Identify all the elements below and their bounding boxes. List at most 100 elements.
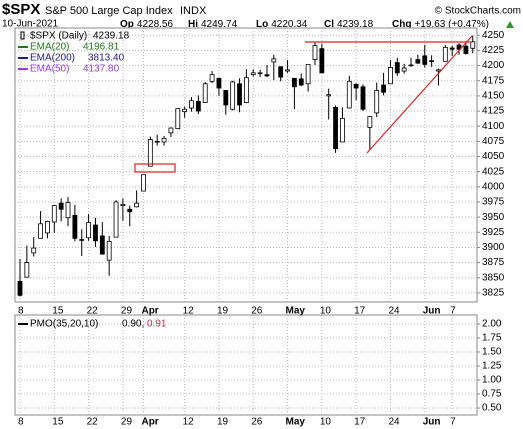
exchange: INDX bbox=[180, 5, 207, 17]
legend: PMO(35,20,10) 0.90, 0.91 bbox=[18, 319, 167, 330]
pmo-panel bbox=[14, 314, 478, 416]
y-tick-label: 3925 bbox=[482, 227, 505, 238]
x-tick-label: Apr bbox=[141, 417, 158, 428]
y-tick-label: 1.25 bbox=[482, 361, 502, 372]
x-tick-label: 8 bbox=[18, 306, 24, 317]
candle-body bbox=[388, 67, 393, 85]
x-tick-label: 7 bbox=[450, 306, 456, 317]
candle-body bbox=[271, 58, 277, 63]
quote-label: Cl bbox=[324, 19, 334, 30]
x-tick-label: Apr bbox=[141, 306, 158, 317]
candle-body bbox=[442, 46, 448, 62]
candle-body bbox=[319, 48, 325, 74]
y-tick-label: 4250 bbox=[482, 30, 505, 41]
y-tick-label: 2.00 bbox=[482, 319, 502, 330]
candle-body bbox=[106, 240, 112, 261]
candle-body bbox=[264, 74, 270, 77]
candle-body bbox=[360, 86, 366, 110]
y-tick-label: 0.75 bbox=[482, 389, 502, 400]
y-tick-label: 1.75 bbox=[482, 333, 502, 344]
quote-label: Op bbox=[120, 19, 134, 30]
candle-body bbox=[189, 100, 194, 109]
candle-body bbox=[195, 100, 201, 112]
candle-body bbox=[463, 45, 469, 54]
y-tick-label: 4150 bbox=[482, 91, 505, 102]
candle-body bbox=[120, 204, 126, 207]
legend-value: 4196.81 bbox=[83, 42, 120, 53]
source: © StockCharts.com bbox=[435, 6, 521, 17]
y-tick-label: 3900 bbox=[482, 242, 505, 253]
legend-label: $SPX (Daily) bbox=[30, 31, 87, 42]
candle-body bbox=[470, 41, 476, 49]
quote-item: Cl 4239.18 bbox=[324, 19, 374, 30]
x-tick-label: 19 bbox=[217, 417, 229, 428]
y-tick-label: 4175 bbox=[482, 75, 505, 86]
candle-body bbox=[93, 224, 98, 242]
legend-label: EMA(200) bbox=[30, 53, 75, 64]
symbol: $SPX bbox=[2, 1, 40, 18]
y-tick-label: 4000 bbox=[482, 181, 505, 192]
candle-body bbox=[456, 44, 462, 50]
y-tick-label: 4050 bbox=[482, 151, 505, 162]
candle-body bbox=[340, 117, 345, 143]
x-tick-label: 24 bbox=[388, 417, 400, 428]
y-tick-label: 4075 bbox=[482, 136, 505, 147]
x-tick-label: 12 bbox=[183, 417, 195, 428]
plot-area bbox=[17, 35, 476, 297]
legend-swatch bbox=[20, 31, 25, 40]
trend-line bbox=[366, 35, 473, 154]
quote-item: Hi 4249.74 bbox=[188, 19, 238, 30]
y-tick-label: 4025 bbox=[482, 166, 505, 177]
date: 10-Jun-2021 bbox=[2, 19, 59, 30]
candle-body bbox=[45, 220, 50, 234]
candle-body bbox=[243, 77, 249, 103]
gap-box bbox=[134, 163, 176, 173]
candle-body bbox=[312, 45, 318, 60]
candle-body bbox=[381, 84, 386, 93]
candle-body bbox=[168, 127, 174, 134]
legend: $SPX (Daily) 4239.18 EMA(20) 4196.81 EMA(200… bbox=[18, 31, 130, 75]
candle-body bbox=[353, 83, 359, 89]
quote-label: Chg bbox=[392, 19, 411, 30]
y-tick-label: 3950 bbox=[482, 212, 505, 223]
quote-label: Hi bbox=[188, 19, 198, 30]
quote-item: Lo 4220.34 bbox=[256, 19, 308, 30]
candle-body bbox=[408, 64, 414, 67]
quote-value: 4220.34 bbox=[271, 19, 308, 30]
candle-body bbox=[374, 90, 380, 114]
y-tick-label: 1.00 bbox=[482, 375, 502, 386]
candle-body bbox=[422, 55, 428, 65]
x-tick-label: 12 bbox=[183, 306, 195, 317]
legend-label: EMA(20) bbox=[30, 42, 69, 53]
candle-body bbox=[257, 72, 263, 75]
candle-body bbox=[436, 69, 441, 72]
candle-body bbox=[250, 72, 256, 76]
candle-body bbox=[147, 139, 153, 167]
candle-body bbox=[161, 137, 167, 143]
x-tick-label: 22 bbox=[87, 306, 99, 317]
quote-label: Lo bbox=[256, 19, 268, 30]
candle-body bbox=[175, 108, 181, 130]
candle-body bbox=[51, 205, 57, 223]
candle-body bbox=[202, 83, 208, 103]
x-tick-label: May bbox=[286, 417, 306, 428]
candle-body bbox=[305, 63, 311, 85]
candle-body bbox=[79, 239, 85, 241]
y-tick-label: 4200 bbox=[482, 60, 505, 71]
candle-body bbox=[24, 262, 30, 278]
candle-body bbox=[298, 78, 304, 86]
candle-body bbox=[333, 107, 338, 150]
legend-value: 4239.18 bbox=[93, 31, 130, 42]
quote-value: +19.63 (+0.47%) bbox=[414, 19, 489, 30]
candle-body bbox=[415, 59, 421, 64]
legend-value: 4137.80 bbox=[83, 64, 120, 75]
candle-body bbox=[285, 69, 290, 72]
candle-body bbox=[429, 60, 435, 62]
quote-value: 4249.74 bbox=[201, 19, 238, 30]
quote: Op 4228.56 Hi 4249.74 Lo 4220.34 Cl 4239.18 Chg +… bbox=[120, 19, 489, 30]
x-tick-label: 29 bbox=[121, 417, 133, 428]
candle-body bbox=[65, 202, 71, 219]
y-tick-label: 4125 bbox=[482, 106, 505, 117]
